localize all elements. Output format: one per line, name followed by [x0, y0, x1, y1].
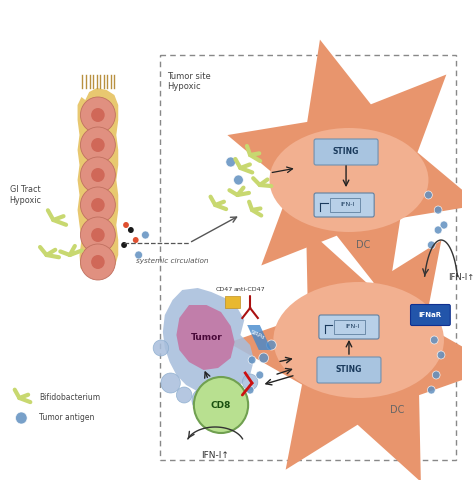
- Circle shape: [233, 175, 243, 185]
- Circle shape: [258, 353, 268, 363]
- FancyBboxPatch shape: [317, 357, 380, 383]
- Circle shape: [429, 336, 437, 344]
- Polygon shape: [78, 88, 118, 277]
- Text: DC: DC: [356, 240, 370, 250]
- FancyBboxPatch shape: [334, 320, 365, 334]
- Circle shape: [141, 231, 149, 239]
- Circle shape: [16, 412, 27, 424]
- Circle shape: [153, 340, 169, 356]
- Circle shape: [91, 108, 104, 122]
- Circle shape: [91, 198, 104, 212]
- Circle shape: [242, 374, 258, 390]
- Text: GI Tract
Hypoxic: GI Tract Hypoxic: [10, 185, 41, 204]
- Polygon shape: [228, 228, 476, 480]
- Circle shape: [121, 242, 127, 248]
- Circle shape: [176, 387, 191, 403]
- FancyBboxPatch shape: [313, 139, 377, 165]
- Circle shape: [426, 386, 434, 394]
- Circle shape: [255, 371, 263, 379]
- FancyBboxPatch shape: [410, 304, 449, 325]
- Circle shape: [436, 351, 444, 359]
- Circle shape: [91, 168, 104, 182]
- Circle shape: [91, 228, 104, 242]
- Text: IFN-I: IFN-I: [345, 324, 359, 329]
- Text: CD8: CD8: [210, 400, 231, 409]
- Circle shape: [80, 217, 115, 253]
- Circle shape: [426, 241, 434, 249]
- Circle shape: [246, 386, 253, 394]
- Text: Bifidobacterium: Bifidobacterium: [39, 394, 99, 403]
- Text: IFN-I↑: IFN-I↑: [201, 451, 228, 459]
- Circle shape: [91, 138, 104, 152]
- Text: IFN-I: IFN-I: [340, 203, 355, 207]
- Text: Tumor antigen: Tumor antigen: [39, 413, 94, 422]
- Circle shape: [128, 227, 133, 233]
- Bar: [224, 296, 240, 308]
- Polygon shape: [176, 305, 234, 370]
- FancyBboxPatch shape: [313, 193, 373, 217]
- Circle shape: [80, 187, 115, 223]
- Circle shape: [134, 251, 142, 259]
- Circle shape: [225, 157, 235, 167]
- Text: STING: STING: [335, 365, 361, 374]
- Text: Tumor: Tumor: [190, 334, 222, 343]
- Circle shape: [433, 226, 441, 234]
- Polygon shape: [162, 288, 253, 395]
- Circle shape: [80, 157, 115, 193]
- Ellipse shape: [273, 282, 443, 398]
- Circle shape: [80, 244, 115, 280]
- Text: IFNaR: IFNaR: [418, 312, 441, 318]
- Circle shape: [193, 377, 248, 433]
- Circle shape: [266, 340, 276, 350]
- Ellipse shape: [269, 128, 427, 232]
- FancyBboxPatch shape: [318, 315, 378, 339]
- Text: SIRPα: SIRPα: [249, 329, 266, 341]
- Circle shape: [439, 221, 447, 229]
- Circle shape: [248, 356, 255, 364]
- Circle shape: [191, 388, 215, 412]
- Circle shape: [91, 255, 104, 269]
- Text: CD47: CD47: [215, 287, 232, 292]
- Circle shape: [223, 389, 241, 407]
- Text: anti-CD47: anti-CD47: [233, 287, 264, 292]
- Circle shape: [123, 222, 129, 228]
- Text: Tumor site
Hypoxic: Tumor site Hypoxic: [167, 72, 210, 91]
- Circle shape: [424, 191, 431, 199]
- Text: DC: DC: [389, 405, 404, 415]
- Bar: [159, 55, 455, 460]
- Circle shape: [431, 371, 439, 379]
- Circle shape: [433, 206, 441, 214]
- Circle shape: [80, 97, 115, 133]
- FancyBboxPatch shape: [329, 198, 360, 212]
- Circle shape: [80, 127, 115, 163]
- Polygon shape: [227, 40, 476, 300]
- Circle shape: [132, 237, 139, 243]
- Polygon shape: [247, 325, 271, 350]
- Text: IFN-I↑: IFN-I↑: [447, 274, 473, 283]
- Circle shape: [160, 373, 180, 393]
- Text: systemic circulation: systemic circulation: [136, 258, 208, 264]
- Text: STING: STING: [332, 147, 358, 156]
